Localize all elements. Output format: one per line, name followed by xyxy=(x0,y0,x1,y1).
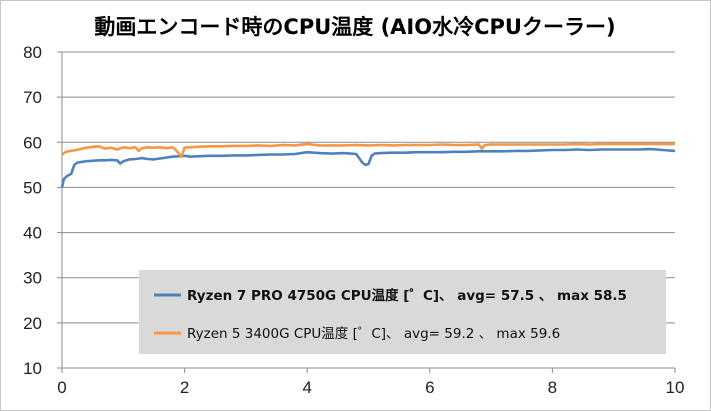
y-tick-label: 60 xyxy=(23,133,42,152)
axes xyxy=(57,51,676,373)
y-tick-labels: 10 20 30 40 50 60 70 80 xyxy=(23,43,42,378)
chart-title: 動画エンコード時のCPU温度 (AIO水冷CPUクーラー) xyxy=(94,15,615,39)
legend: Ryzen 7 PRO 4750G CPU温度 [゜C]、 avg= 57.5 … xyxy=(139,270,666,354)
y-tick-label: 40 xyxy=(23,224,42,243)
series-line-2 xyxy=(61,142,675,158)
y-tick-label: 20 xyxy=(23,314,42,333)
x-tick-label: 4 xyxy=(302,378,311,397)
x-tick-label: 10 xyxy=(666,378,685,397)
series-line-1 xyxy=(60,147,676,188)
y-tick-label: 70 xyxy=(23,88,42,107)
y-tick-label: 10 xyxy=(23,359,42,378)
x-tick-label: 8 xyxy=(548,378,557,397)
x-tick-label: 0 xyxy=(57,378,66,397)
legend-label-1: Ryzen 7 PRO 4750G CPU温度 [゜C]、 avg= 57.5 … xyxy=(187,287,627,304)
y-tick-label: 30 xyxy=(23,269,42,288)
x-tick-labels: 0 2 4 6 8 10 xyxy=(57,378,684,397)
y-tick-label: 50 xyxy=(23,178,42,197)
x-tick-label: 6 xyxy=(425,378,434,397)
legend-box xyxy=(139,270,666,354)
legend-label-2: Ryzen 5 3400G CPU温度 [゜C]、 avg= 59.2 、 ma… xyxy=(187,326,560,342)
x-tick-label: 2 xyxy=(180,378,189,397)
series-lines xyxy=(60,142,676,188)
y-tick-label: 80 xyxy=(23,43,42,62)
